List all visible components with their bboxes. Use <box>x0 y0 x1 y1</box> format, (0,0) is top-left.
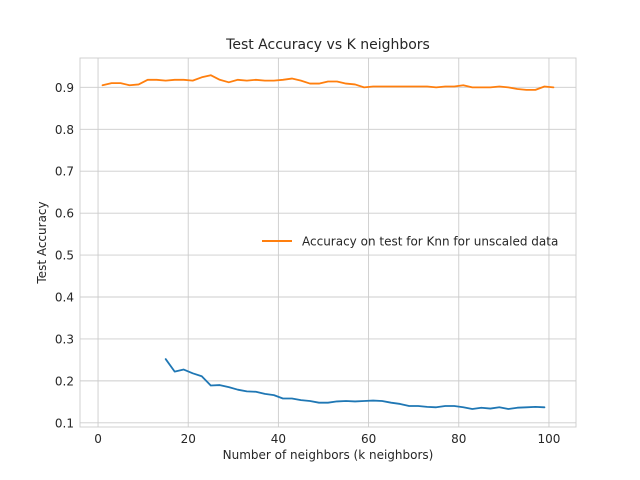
x-tick-label: 60 <box>361 432 376 446</box>
y-tick-label: 0.3 <box>55 332 74 346</box>
x-tick-label: 20 <box>181 432 196 446</box>
series-layer <box>101 74 555 410</box>
legend-label-unscaled: Accuracy on test for Knn for unscaled da… <box>302 235 558 249</box>
grid-layer <box>80 58 576 427</box>
x-axis-label: Number of neighbors (k neighbors) <box>223 448 434 462</box>
y-tick-label: 0.9 <box>55 81 74 95</box>
legend: Accuracy on test for Knn for unscaled da… <box>262 235 558 249</box>
x-tick-label: 0 <box>94 432 102 446</box>
y-tick-label: 0.7 <box>55 165 74 179</box>
x-tick-label: 100 <box>537 432 560 446</box>
series-line-blue <box>164 358 546 410</box>
chart-title: Test Accuracy vs K neighbors <box>225 37 430 53</box>
y-tick-label: 0.8 <box>55 123 74 137</box>
y-tick-label: 0.6 <box>55 207 74 221</box>
x-tick-label: 80 <box>451 432 466 446</box>
y-tick-label: 0.5 <box>55 249 74 263</box>
y-tick-label: 0.1 <box>55 416 74 430</box>
y-tick-label: 0.2 <box>55 374 74 388</box>
plot-frame <box>79 57 577 428</box>
y-tick-labels: 0.1 0.2 0.3 0.4 0.5 0.6 0.7 0.8 0.9 <box>55 81 74 430</box>
y-tick-label: 0.4 <box>55 291 74 305</box>
x-tick-labels: 0 20 40 60 80 100 <box>94 432 560 446</box>
x-tick-label: 40 <box>271 432 286 446</box>
y-axis-label: Test Accuracy <box>35 201 49 284</box>
series-line-unscaled <box>101 74 555 91</box>
